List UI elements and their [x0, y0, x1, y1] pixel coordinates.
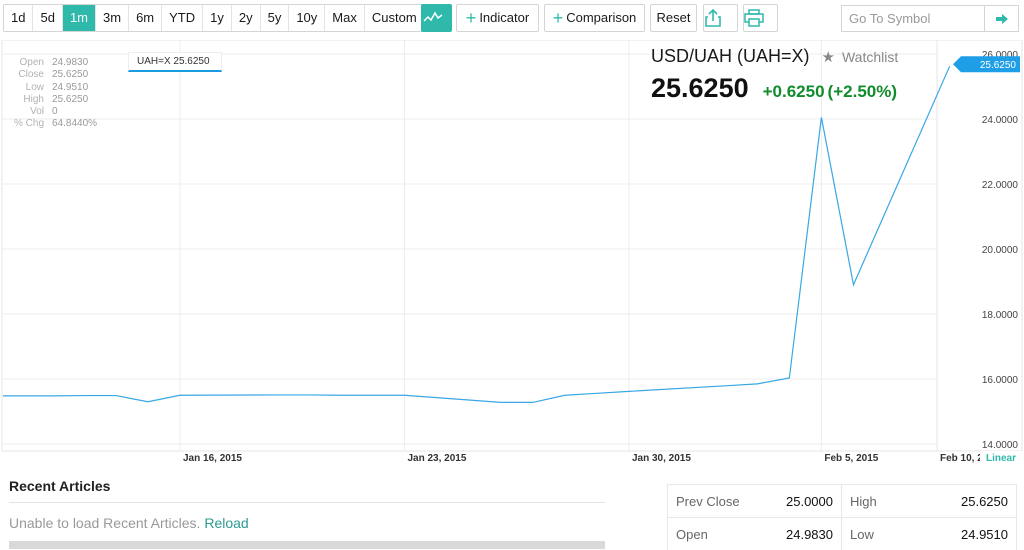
quote-header: USD/UAH (UAH=X) ★ Watchlist 25.6250 +0.6… [651, 46, 951, 104]
stat-value: 24.9510 [961, 527, 1008, 542]
plus-icon: + [552, 8, 564, 28]
y-tick-label: 26.0000 [982, 50, 1019, 61]
stat-value: 25.6250 [961, 493, 1008, 509]
scale-label-bg [980, 451, 1024, 465]
print-button[interactable] [743, 4, 778, 32]
x-tick-label: Jan 30, 2015 [632, 453, 691, 464]
x-tick-label: Feb 10, 2015 [940, 453, 1000, 464]
ohlc-row: % Chg 64.8440% [8, 118, 97, 130]
ohlc-value: 25.6250 [52, 69, 89, 81]
symbol-title: USD/UAH (UAH=X) [651, 46, 810, 66]
range-button-1y[interactable]: 1y [203, 5, 232, 31]
articles-placeholder-bar [9, 541, 605, 549]
price-chart: 26.0000 24.0000 22.0000 20.0000 18.0000 16.00… [0, 40, 1024, 465]
price-line [3, 65, 951, 403]
last-value-tag [953, 56, 1020, 73]
range-button-2y[interactable]: 2y [232, 5, 261, 31]
y-tick-label: 24.0000 [982, 115, 1019, 126]
stats-row: Prev Close 25.0000 High 25.6250 [668, 485, 1016, 518]
recent-articles: Recent Articles Unable to load Recent Ar… [9, 478, 605, 549]
ohlc-value: 64.8440% [52, 118, 98, 130]
range-button-3m[interactable]: 3m [96, 5, 130, 31]
last-value-label: 25.6250 [980, 60, 1017, 71]
ohlc-value: 25.6250 [52, 93, 89, 105]
stat-label: Prev Close [676, 493, 740, 509]
articles-error: Unable to load Recent Articles. [9, 515, 201, 531]
chart-type-button[interactable] [421, 4, 452, 32]
ohlc-label: Close [18, 69, 44, 81]
line-chart-icon [423, 11, 443, 22]
indicator-button[interactable]: + Indicator [456, 4, 539, 32]
price-change-percent: (+2.50%) [827, 82, 897, 101]
plus-icon: + [465, 8, 477, 28]
crosshair-tooltip: UAH=X 25.6250 [128, 52, 222, 72]
y-tick-label: 20.0000 [982, 245, 1019, 256]
range-button-6m[interactable]: 6m [129, 5, 163, 31]
ohlc-label: Open [19, 57, 44, 68]
ohlc-row: Vol 0 [8, 106, 97, 118]
stat-value: 25.0000 [786, 493, 833, 509]
ohlc-value: 24.9830 [52, 57, 89, 68]
ohlc-row: Low 24.9510 [8, 82, 97, 94]
quote-stats-table: Prev Close 25.0000 High 25.6250 Open 24.983… [667, 484, 1017, 550]
reset-button[interactable]: Reset [650, 4, 697, 32]
ohlc-row: High 25.6250 [8, 94, 97, 106]
share-icon [705, 8, 721, 27]
last-price: 25.6250 [651, 73, 749, 103]
y-tick-label: 16.0000 [982, 375, 1019, 386]
star-icon: ★ [821, 48, 835, 66]
range-button-1m[interactable]: 1m [62, 5, 96, 31]
stats-row: Open 24.9830 Low 24.9510 [668, 518, 1016, 550]
ohlc-label: Low [25, 81, 44, 93]
ohlc-row: Open 24.9830 [8, 57, 97, 69]
ohlc-row: Close 25.6250 [8, 69, 97, 81]
ohlc-label: Vol [30, 106, 44, 118]
ohlc-value: 24.9510 [52, 81, 89, 93]
y-scale-label: Linear [986, 453, 1016, 464]
stat-label: High [850, 493, 877, 509]
y-tick-label: 18.0000 [982, 310, 1019, 321]
ohlc-label: High [23, 93, 44, 105]
stat-value: 24.9830 [786, 527, 833, 542]
symbol-search [841, 5, 1019, 32]
chart-frame [1, 40, 1023, 452]
stat-label: Open [676, 527, 708, 542]
chart-svg: 26.0000 24.0000 22.0000 20.0000 18.0000 16.00… [1, 40, 1024, 465]
go-button[interactable] [984, 6, 1018, 31]
ohlc-readout: Open 24.9830 Close 25.6250 Low 24.9510 High 25.… [8, 57, 97, 131]
arrow-right-icon [995, 13, 1008, 24]
articles-title: Recent Articles [9, 478, 605, 503]
y-tick-label: 14.0000 [982, 440, 1019, 451]
share-button[interactable] [703, 4, 738, 32]
range-button-1d[interactable]: 1d [4, 5, 34, 31]
range-button-ytd[interactable]: YTD [162, 5, 204, 31]
x-tick-label: Feb 5, 2015 [824, 453, 878, 464]
y-tick-label: 22.0000 [982, 180, 1019, 191]
comparison-button[interactable]: + Comparison [544, 4, 645, 32]
print-icon [744, 9, 764, 27]
symbol-input[interactable] [842, 6, 984, 31]
ohlc-label: % Chg [13, 118, 44, 130]
range-button-5d[interactable]: 5d [33, 5, 63, 31]
x-tick-label: Jan 23, 2015 [407, 453, 466, 464]
watchlist-button[interactable]: ★ Watchlist [821, 48, 899, 66]
range-button-5y[interactable]: 5y [261, 5, 290, 31]
stat-label: Low [850, 527, 874, 542]
x-tick-label: Jan 16, 2015 [183, 453, 242, 464]
range-button-10y[interactable]: 10y [289, 5, 326, 31]
ohlc-value: 0 [52, 106, 58, 118]
price-change: +0.6250 [762, 82, 825, 101]
reload-link[interactable]: Reload [204, 515, 249, 531]
range-button-max[interactable]: Max [325, 5, 365, 31]
